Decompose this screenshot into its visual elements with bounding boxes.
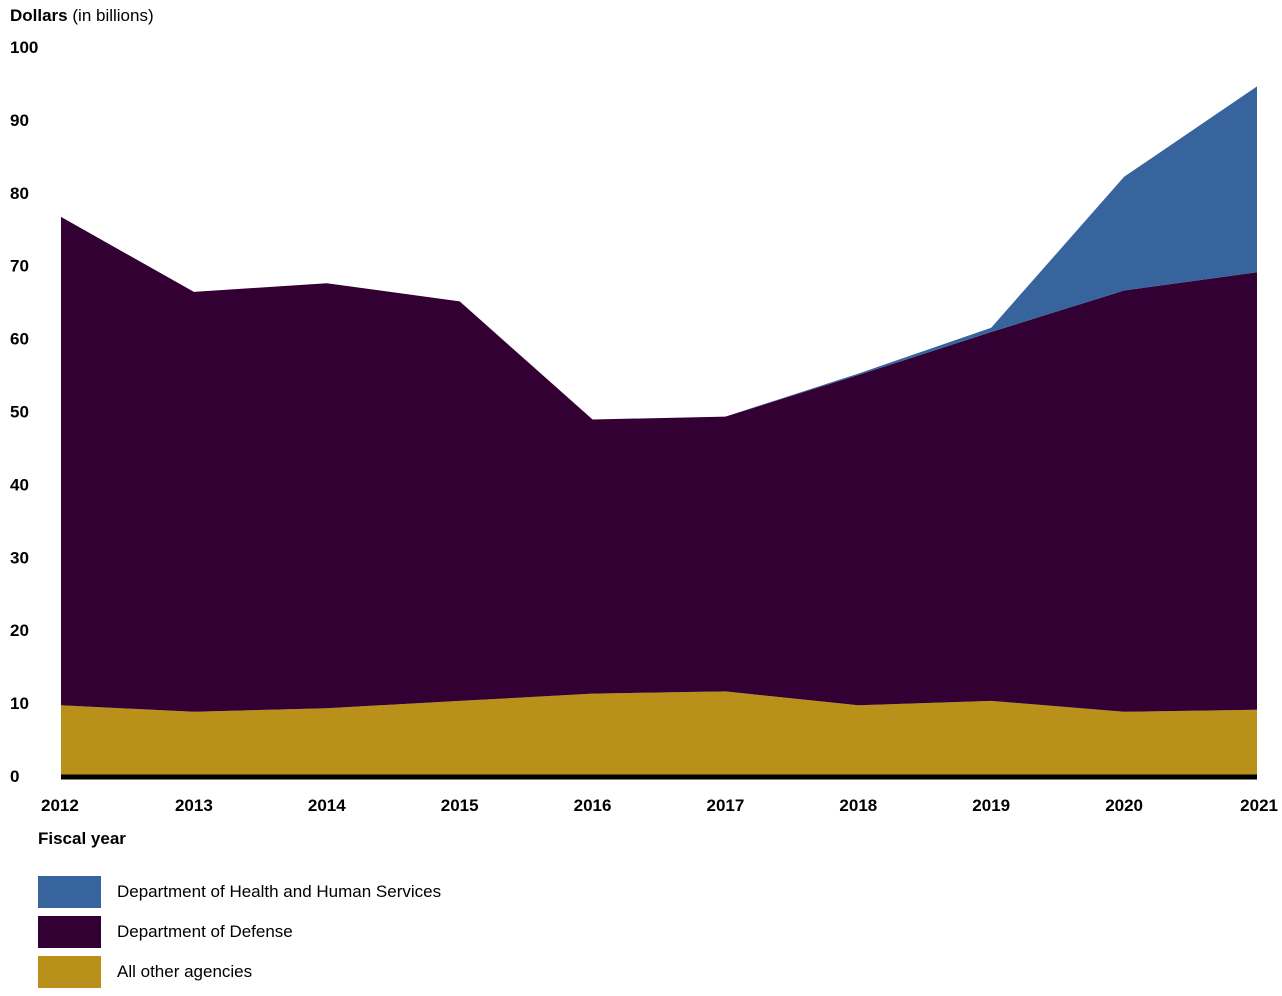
legend-item-other: All other agencies [38,956,441,988]
y-axis-title-bold: Dollars [10,6,68,25]
y-tick-label: 30 [10,548,29,567]
legend-item-hhs: Department of Health and Human Services [38,876,441,908]
y-tick-label: 100 [10,38,38,57]
legend-swatch-dod [38,916,101,948]
x-tick-label: 2019 [972,796,1010,815]
x-axis-title: Fiscal year [38,829,126,848]
y-axis-ticks: 0 10 20 30 40 50 60 70 80 90 100 [10,38,38,786]
legend-label-hhs: Department of Health and Human Services [117,882,442,901]
y-tick-label: 40 [10,475,29,494]
y-tick-label: 60 [10,330,29,349]
legend-label-other: All other agencies [117,962,253,981]
area-department-of-defense [61,216,1257,712]
x-tick-label: 2021 [1240,796,1278,815]
y-tick-label: 50 [10,403,29,422]
y-tick-label: 90 [10,111,29,130]
x-tick-label: 2013 [175,796,213,815]
y-axis-title: Dollars (in billions) [10,6,154,26]
x-axis-ticks: 2012 2013 2014 2015 2016 2017 2018 2019 2020 2021 [41,796,1278,815]
y-tick-label: 80 [10,184,29,203]
legend-swatch-hhs [38,876,101,908]
legend: Department of Health and Human Services … [38,876,441,996]
legend-label-dod: Department of Defense [117,922,293,941]
y-tick-label: 70 [10,257,29,276]
x-tick-label: 2017 [707,796,745,815]
y-tick-label: 0 [10,767,19,786]
x-tick-label: 2012 [41,796,79,815]
x-tick-label: 2014 [308,796,346,815]
x-tick-label: 2020 [1105,796,1143,815]
chart-areas [61,86,1257,776]
x-tick-label: 2015 [441,796,479,815]
y-tick-label: 20 [10,621,29,640]
x-tick-label: 2016 [574,796,612,815]
x-tick-label: 2018 [839,796,877,815]
legend-swatch-other [38,956,101,988]
y-tick-label: 10 [10,694,29,713]
legend-item-dod: Department of Defense [38,916,441,948]
area-all-other-agencies [61,691,1257,776]
y-axis-title-unit: (in billions) [72,6,154,25]
